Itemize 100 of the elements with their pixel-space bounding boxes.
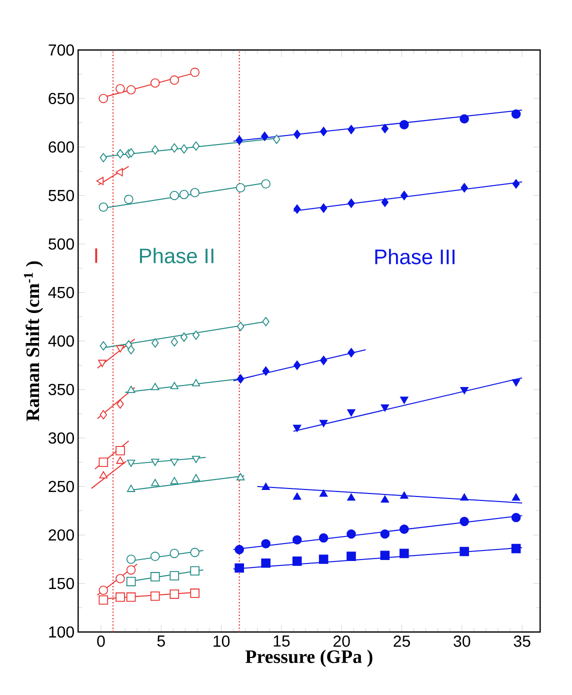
point xyxy=(126,460,136,467)
point xyxy=(348,198,355,208)
point xyxy=(100,341,108,350)
point xyxy=(273,134,280,144)
point xyxy=(512,379,520,386)
x-tick-label: 20 xyxy=(334,636,350,647)
point xyxy=(116,574,125,584)
point xyxy=(261,179,270,189)
point xyxy=(127,148,135,158)
point xyxy=(151,382,160,390)
point xyxy=(400,120,409,130)
y-tick-label: 700 xyxy=(48,44,74,56)
point xyxy=(100,410,108,420)
y-tick-label: 550 xyxy=(48,190,74,202)
x-tick-label: 5 xyxy=(157,636,165,647)
y-tick-label: 200 xyxy=(48,529,74,541)
point xyxy=(234,544,244,554)
point xyxy=(190,548,200,558)
point xyxy=(234,563,244,573)
y-tick-label: 250 xyxy=(48,480,74,492)
point xyxy=(179,190,189,200)
point xyxy=(192,379,200,386)
x-tick-label: 35 xyxy=(514,636,530,647)
y-tick-label: 150 xyxy=(49,578,74,590)
point xyxy=(190,588,200,598)
point xyxy=(236,183,246,192)
point xyxy=(127,345,135,354)
point xyxy=(170,190,180,200)
point xyxy=(180,332,188,342)
point xyxy=(261,132,268,141)
point xyxy=(380,550,390,560)
point xyxy=(236,374,244,384)
point xyxy=(381,198,389,207)
point xyxy=(262,316,270,326)
point xyxy=(190,188,200,198)
point xyxy=(126,386,136,394)
point xyxy=(126,85,136,94)
point xyxy=(126,565,136,575)
point xyxy=(320,356,328,366)
point xyxy=(293,492,302,500)
point xyxy=(262,482,270,490)
x-axis-title: Pressure (GPa ) xyxy=(245,650,372,667)
annotation: Phase II xyxy=(140,248,214,264)
point xyxy=(261,539,270,548)
point xyxy=(320,203,328,213)
point xyxy=(261,558,270,568)
point xyxy=(150,552,160,561)
point xyxy=(150,591,160,601)
point xyxy=(170,548,180,558)
point xyxy=(99,471,108,478)
point xyxy=(151,478,160,486)
point xyxy=(400,190,408,200)
y-tick-label: 650 xyxy=(48,92,74,104)
annotation: I xyxy=(95,248,98,263)
point xyxy=(347,493,356,501)
point xyxy=(124,194,134,204)
point xyxy=(98,458,108,467)
point xyxy=(180,144,188,154)
x-tick-label: 25 xyxy=(394,636,410,647)
point xyxy=(170,75,180,85)
point xyxy=(318,533,328,543)
point xyxy=(170,476,178,484)
point xyxy=(460,386,468,394)
point xyxy=(346,529,356,539)
point xyxy=(319,420,328,428)
y-tick-label: 450 xyxy=(48,286,74,298)
point xyxy=(98,360,106,367)
point xyxy=(460,516,469,526)
point xyxy=(380,529,390,539)
point xyxy=(126,576,136,586)
point xyxy=(460,114,469,124)
point xyxy=(400,492,408,499)
point xyxy=(381,124,389,134)
point xyxy=(170,337,178,347)
point xyxy=(98,586,108,595)
point xyxy=(116,149,124,158)
point xyxy=(96,176,104,186)
point xyxy=(98,202,108,212)
point xyxy=(150,78,160,88)
point xyxy=(98,595,108,605)
point xyxy=(262,366,270,376)
point xyxy=(116,345,124,352)
point xyxy=(126,554,136,564)
point xyxy=(511,544,521,554)
point xyxy=(320,126,328,136)
point xyxy=(348,124,355,134)
point xyxy=(512,179,520,189)
point xyxy=(380,404,390,412)
point xyxy=(511,109,521,119)
point xyxy=(170,382,178,390)
point xyxy=(170,458,178,466)
point xyxy=(294,360,301,370)
point xyxy=(346,552,356,561)
point xyxy=(294,204,301,214)
point xyxy=(192,474,200,482)
y-tick-label: 400 xyxy=(48,335,74,347)
y-tick-label: 300 xyxy=(48,432,74,444)
x-tick-label: 15 xyxy=(274,636,290,647)
x-tick-label: 30 xyxy=(454,636,470,647)
point xyxy=(460,493,468,501)
